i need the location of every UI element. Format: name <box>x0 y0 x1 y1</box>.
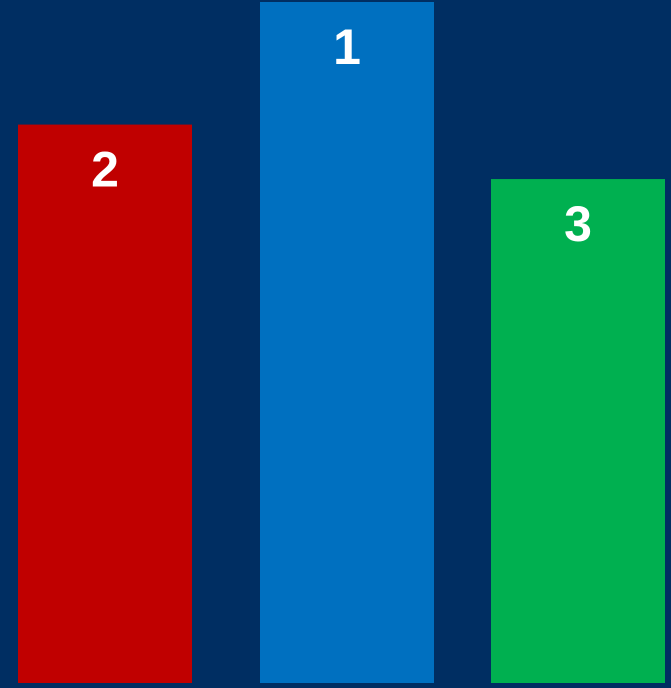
bar-label-2: 2 <box>91 142 119 198</box>
bar-labels-group: 2 1 3 <box>91 19 592 252</box>
bar-label-1: 1 <box>333 19 361 75</box>
bars-group <box>18 2 665 683</box>
bar-1 <box>260 2 434 683</box>
bar-label-3: 3 <box>564 196 592 252</box>
bar-2 <box>18 124 192 683</box>
bar-3 <box>491 179 665 683</box>
